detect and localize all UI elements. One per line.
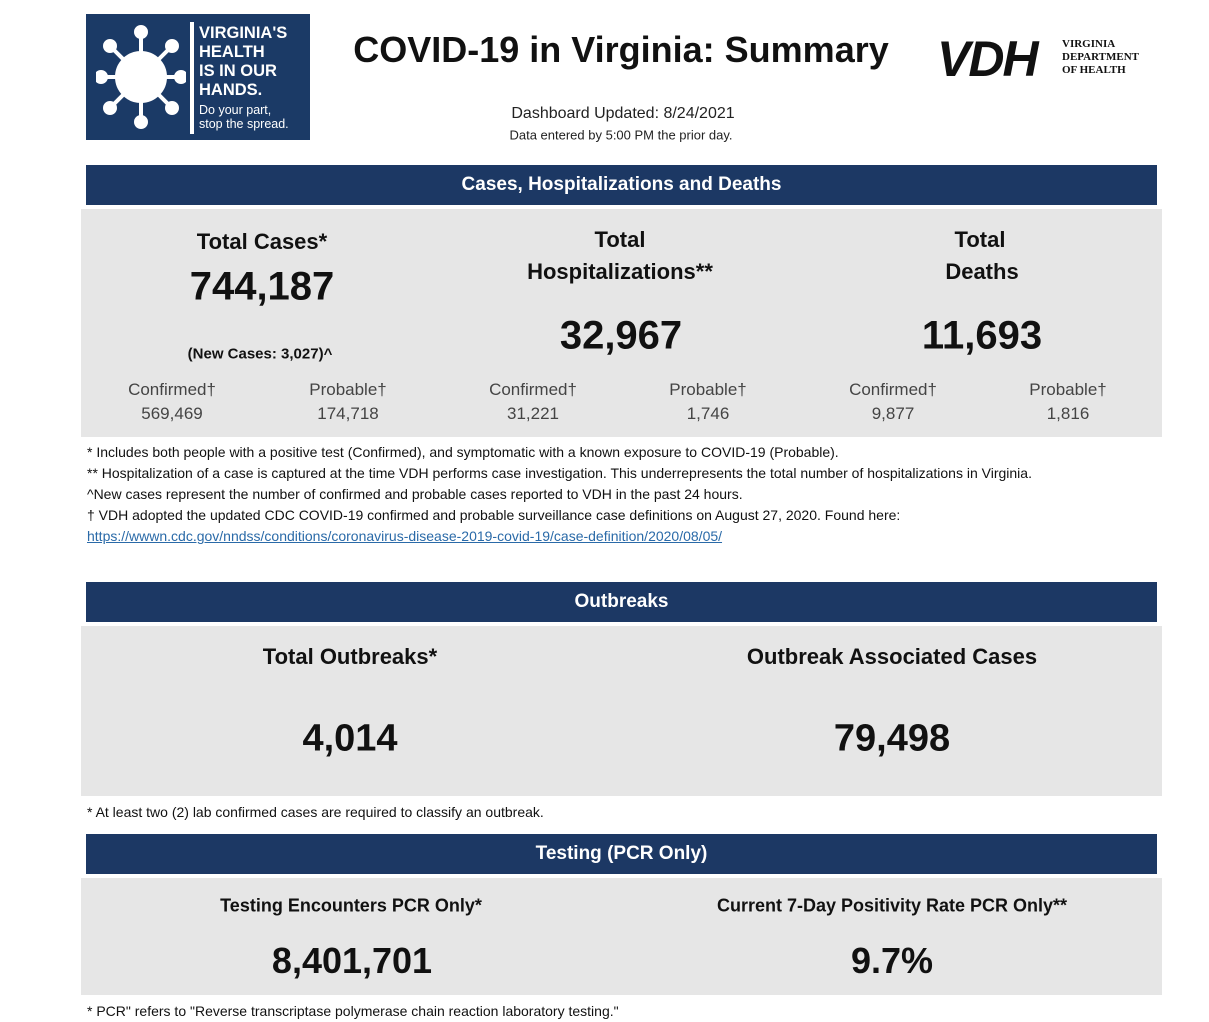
footnote: † VDH adopted the updated CDC COVID-19 c… xyxy=(87,507,901,523)
section-panel xyxy=(81,626,1162,796)
logo-tagline: stop the spread. xyxy=(199,117,289,131)
footnote: * At least two (2) lab confirmed cases a… xyxy=(87,804,544,820)
breakdown-value: 1,746 xyxy=(686,404,730,423)
metric-label: Total Cases* xyxy=(196,229,328,254)
footnotes: * Includes both people with a positive t… xyxy=(87,442,1117,547)
vdh-logo: VDH xyxy=(937,31,1039,87)
section-panel xyxy=(81,878,1162,995)
breakdown-label: Probable† xyxy=(309,380,387,399)
metric-label: Current 7-Day Positivity Rate PCR Only** xyxy=(716,895,1068,916)
vdh-line: DEPARTMENT xyxy=(1062,51,1140,63)
metric-value: 79,498 xyxy=(833,717,951,760)
breakdown-value: 31,221 xyxy=(507,404,559,423)
metric-label: Total xyxy=(594,227,646,252)
metric-value: 32,967 xyxy=(559,313,683,358)
metric-label: Testing Encounters PCR Only* xyxy=(220,895,482,916)
metric-label: Total Outbreaks* xyxy=(262,644,438,669)
breakdown-label: Confirmed† xyxy=(849,380,937,399)
vdh-name: VIRGINIA DEPARTMENT OF HEALTH xyxy=(1062,38,1139,77)
logo-line: VIRGINIA'S xyxy=(199,24,288,42)
new-cases: (New Cases: 3,027)^ xyxy=(187,345,333,363)
metric-label: Deaths xyxy=(945,259,1019,284)
breakdown-value: 569,469 xyxy=(141,404,203,423)
updated: Dashboard Updated: 8/24/2021 xyxy=(511,105,735,122)
breakdown-label: Confirmed† xyxy=(489,380,577,399)
footnote-wrap: † VDH adopted the updated CDC COVID-19 c… xyxy=(87,505,967,547)
page-title: COVID-19 in Virginia: Summary xyxy=(353,29,889,70)
section-banner: Testing (PCR Only) xyxy=(86,834,1157,874)
breakdown-label: Probable† xyxy=(669,380,747,399)
metric-value: 11,693 xyxy=(921,313,1043,358)
logo-line: HANDS. xyxy=(199,81,263,99)
logo-line: IS IN OUR xyxy=(199,62,277,80)
section-banner: Cases, Hospitalizations and Deaths xyxy=(86,165,1157,205)
breakdown-label: Confirmed† xyxy=(128,380,216,399)
update-note: Data entered by 5:00 PM the prior day. xyxy=(509,127,733,143)
logo-text: VIRGINIA'S HEALTH IS IN OUR HANDS. Do yo… xyxy=(199,24,289,131)
logo-tagline: Do your part, xyxy=(199,103,272,117)
metric-label: Outbreak Associated Cases xyxy=(746,644,1038,669)
metric-value: 4,014 xyxy=(302,717,398,760)
footnote: ** Hospitalization of a case is captured… xyxy=(87,465,1032,481)
metric-value: 8,401,701 xyxy=(271,940,433,981)
section-panel xyxy=(81,209,1162,437)
metric-label: Hospitalizations** xyxy=(527,259,713,284)
logo-divider xyxy=(190,22,194,134)
logo-line: HEALTH xyxy=(199,43,265,61)
breakdown-value: 1,816 xyxy=(1046,404,1090,423)
metric-label: Total xyxy=(954,227,1006,252)
breakdown-value: 9,877 xyxy=(871,404,915,423)
section-banner: Outbreaks xyxy=(86,582,1157,622)
footnote: ^New cases represent the number of confi… xyxy=(87,486,743,502)
case-definition-link[interactable]: https://wwwn.cdc.gov/nndss/conditions/co… xyxy=(87,528,723,544)
footnote: * Includes both people with a positive t… xyxy=(87,444,839,460)
metric-value: 9.7% xyxy=(850,940,934,981)
vdh-line: OF HEALTH xyxy=(1062,64,1126,76)
logo-box: VIRGINIA'S HEALTH IS IN OUR HANDS. Do yo… xyxy=(86,14,310,140)
vdh-line: VIRGINIA xyxy=(1062,38,1116,50)
breakdown-value: 174,718 xyxy=(317,404,379,423)
metric-value: 744,187 xyxy=(189,264,335,309)
footnote: * PCR" refers to "Reverse transcriptase … xyxy=(87,1003,619,1019)
virus-icon xyxy=(96,25,186,129)
breakdown-label: Probable† xyxy=(1029,380,1107,399)
